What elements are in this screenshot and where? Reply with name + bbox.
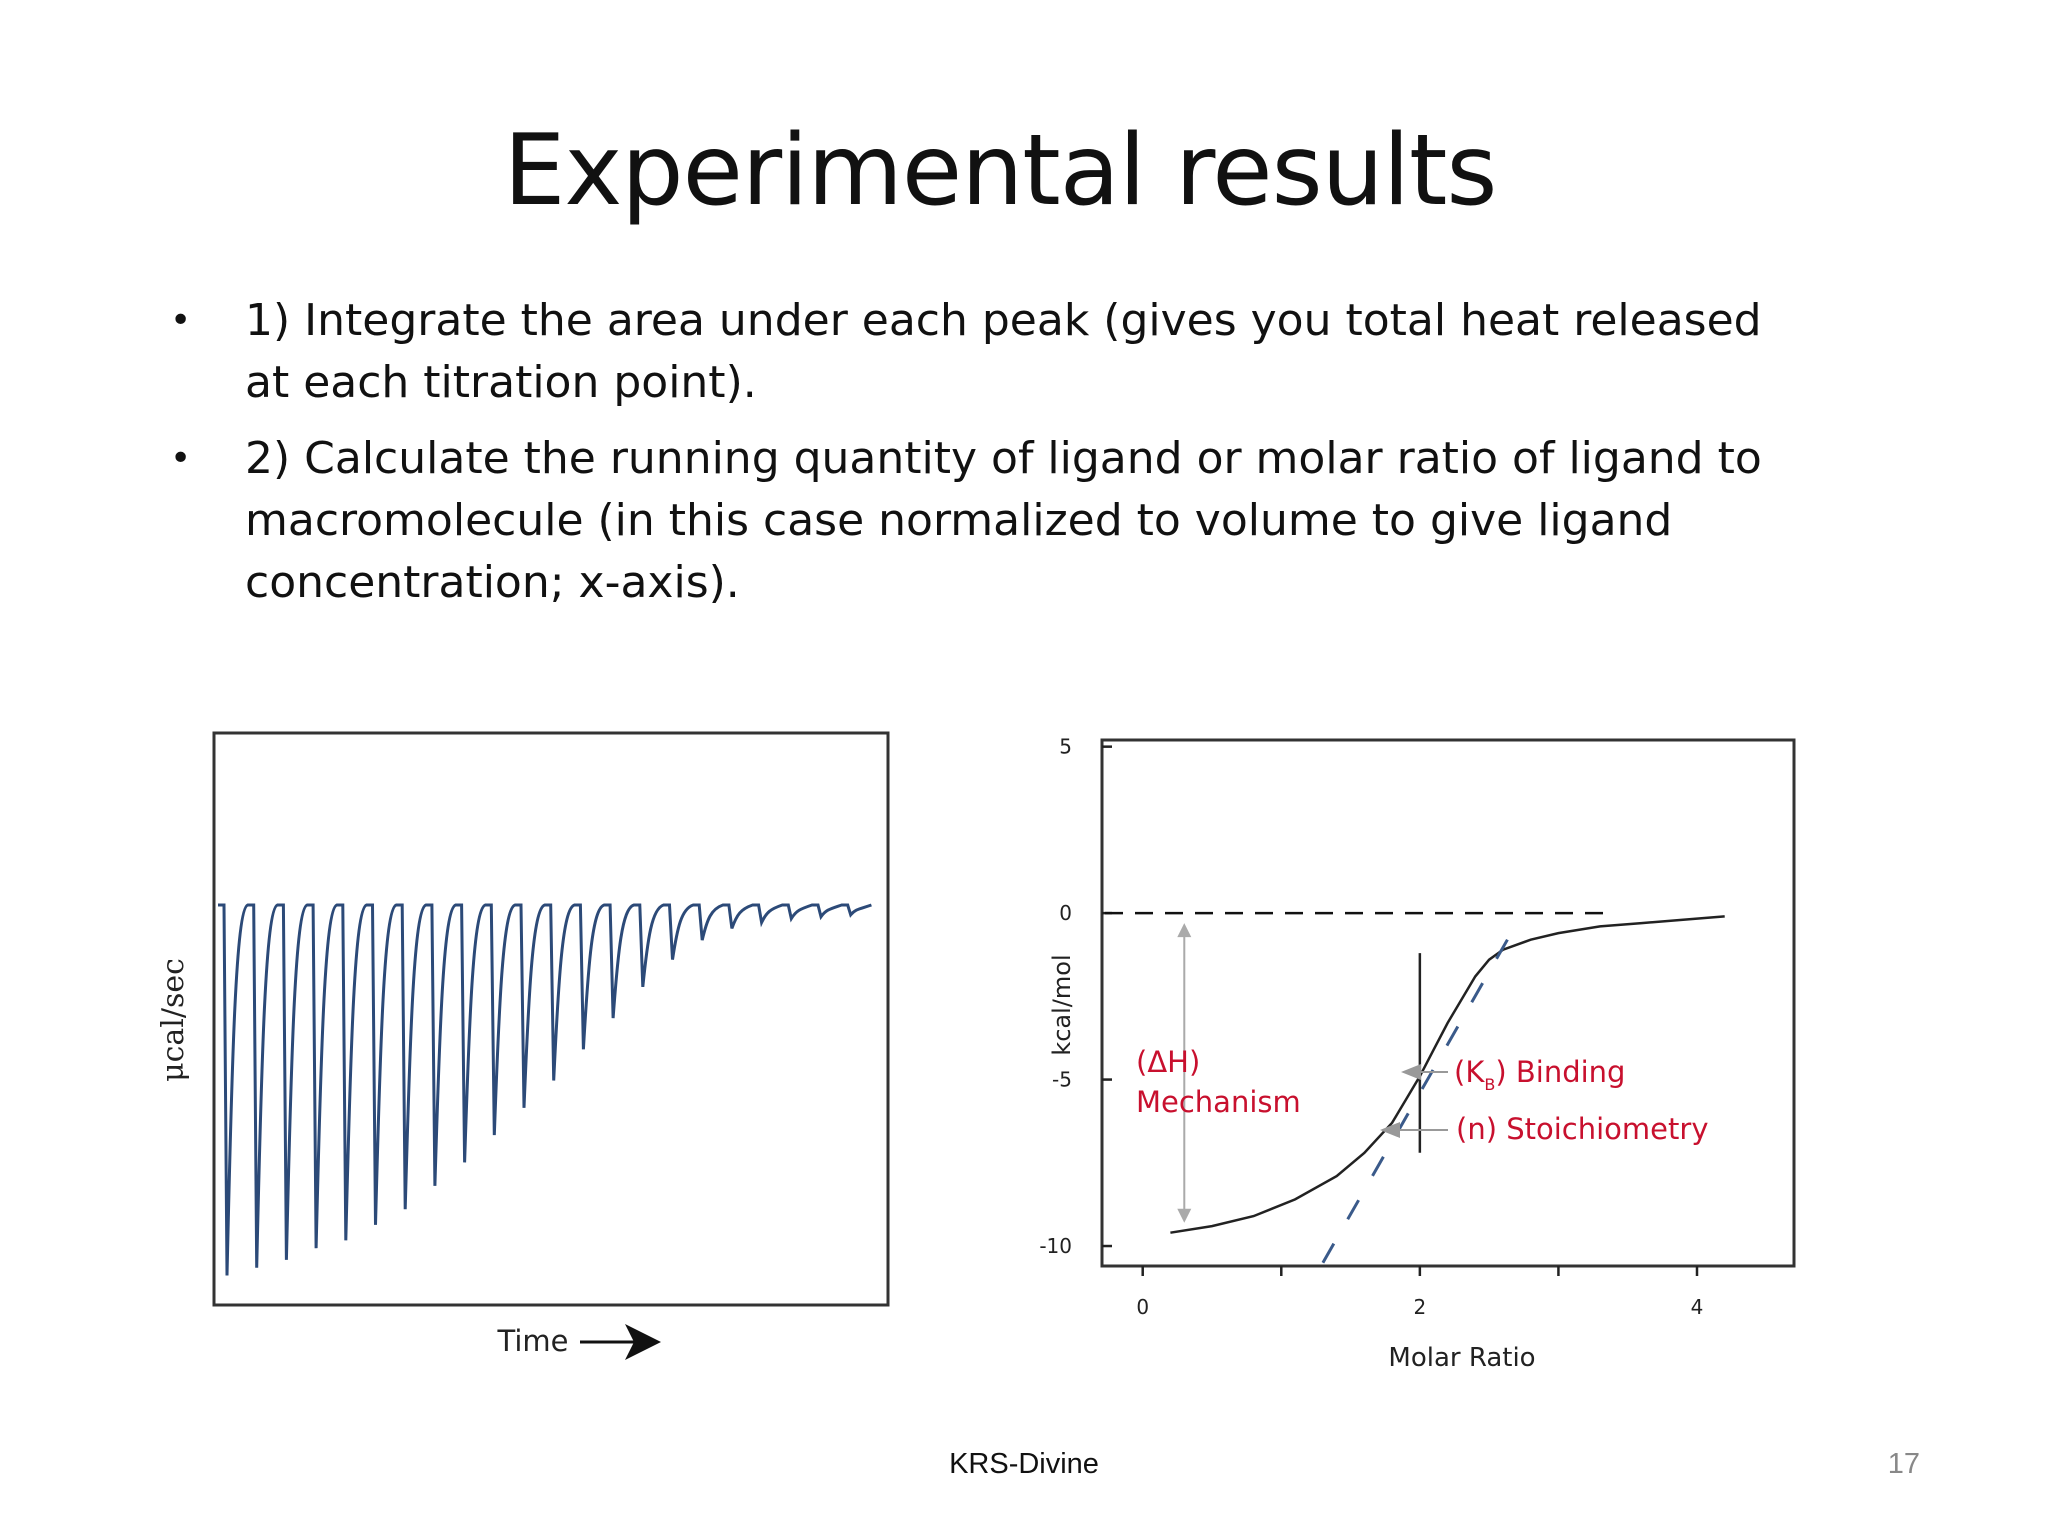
bullet-dot: • [170, 300, 192, 341]
footer: KRS-Divine [949, 1448, 1099, 1480]
bullet-list: • 1) Integrate the area under each peak … [168, 290, 1788, 628]
bullet-text: 1) Integrate the area under each peak (g… [245, 295, 1762, 408]
bullet-item: • 2) Calculate the running quantity of l… [168, 428, 1788, 614]
thermogram-frame [212, 731, 890, 1307]
bullet-item: • 1) Integrate the area under each peak … [168, 290, 1788, 414]
page-number: 17 [1887, 1448, 1920, 1480]
thermogram-line [218, 903, 872, 1276]
slide-title: Experimental results [503, 114, 1498, 228]
thermogram-xlabel: Time [497, 1324, 569, 1358]
bullet-dot: • [170, 438, 192, 479]
thermogram-ylabel: μcal/sec [156, 958, 191, 1082]
bullet-text: 2) Calculate the running quantity of lig… [245, 433, 1762, 608]
